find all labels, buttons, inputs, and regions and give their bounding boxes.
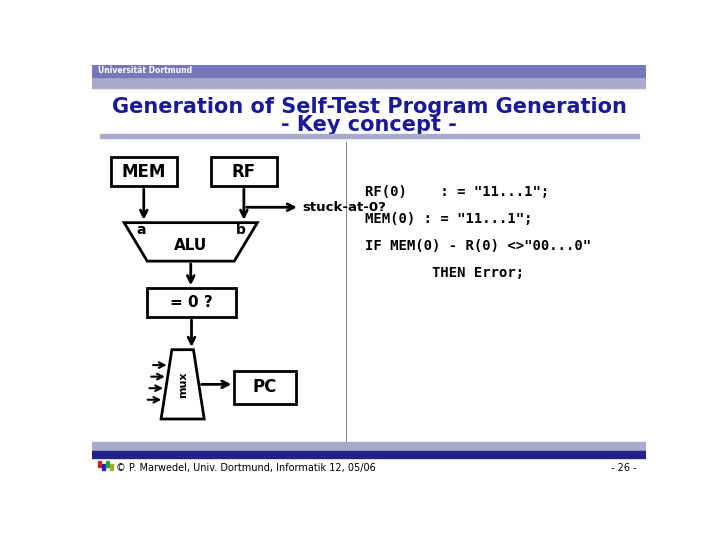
Polygon shape (161, 350, 204, 419)
Bar (234, 372, 296, 403)
Text: MEM(0) : = "11...1";: MEM(0) : = "11...1"; (365, 212, 533, 226)
Bar (109, 464, 112, 470)
Text: © P. Marwedel, Univ. Dortmund, Informatik 12, 05/06: © P. Marwedel, Univ. Dortmund, Informati… (117, 462, 376, 472)
Text: - Key concept -: - Key concept - (281, 115, 457, 135)
Text: PC: PC (253, 379, 277, 396)
Text: Generation of Self-Test Program Generation: Generation of Self-Test Program Generati… (112, 97, 626, 117)
Text: MEM: MEM (122, 163, 166, 181)
Bar (92, 88, 647, 441)
Bar (99, 134, 639, 138)
Text: Universität Dortmund: Universität Dortmund (98, 66, 192, 76)
Text: a: a (136, 224, 146, 238)
Bar (106, 461, 109, 467)
Bar (211, 157, 276, 186)
Polygon shape (124, 222, 257, 261)
Text: mux: mux (178, 371, 188, 397)
Text: RF(0)    : = "11...1";: RF(0) : = "11...1"; (365, 185, 549, 199)
Text: THEN Error;: THEN Error; (365, 266, 524, 280)
Bar (111, 157, 176, 186)
Bar (92, 451, 647, 457)
Text: ALU: ALU (174, 238, 207, 253)
Text: - 26 -: - 26 - (611, 462, 637, 472)
Text: stuck-at-0?: stuck-at-0? (303, 201, 387, 214)
Bar (92, 457, 647, 481)
Text: b: b (235, 224, 246, 238)
Bar (92, 77, 647, 88)
Bar (92, 442, 647, 451)
Bar (92, 65, 647, 77)
Text: IF MEM(0) - R(0) <>"00...0": IF MEM(0) - R(0) <>"00...0" (365, 239, 591, 253)
Text: = 0 ?: = 0 ? (170, 295, 213, 310)
Bar (102, 464, 105, 470)
Bar (148, 288, 235, 318)
Bar (98, 461, 101, 467)
Text: RF: RF (232, 163, 256, 181)
